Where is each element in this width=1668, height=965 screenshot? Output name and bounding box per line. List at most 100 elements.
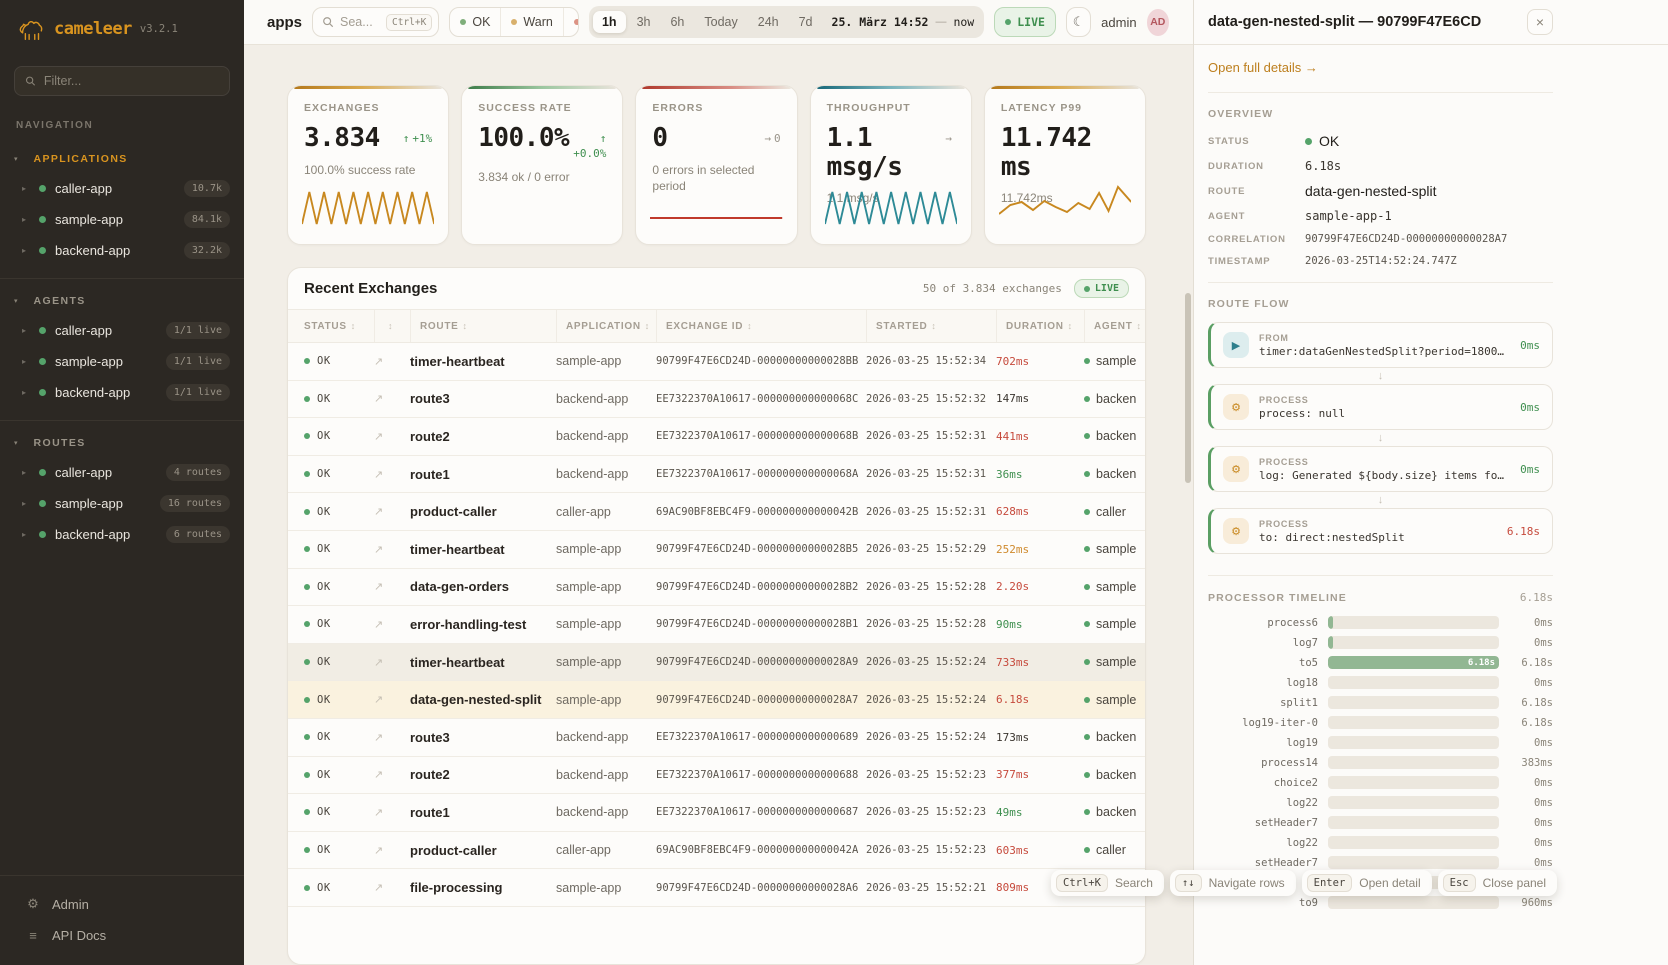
sidebar-filter[interactable] bbox=[14, 66, 230, 96]
open-detail-icon[interactable]: ↗ bbox=[374, 882, 384, 895]
time-range-tab[interactable]: 3h bbox=[636, 15, 651, 29]
processor-duration: 960ms bbox=[1521, 896, 1553, 909]
route-flow-step[interactable]: ⚙ PROCESS log: Generated ${body.size} it… bbox=[1208, 446, 1553, 492]
open-detail-icon[interactable]: ↗ bbox=[374, 769, 384, 782]
dark-mode-toggle[interactable]: ☾ bbox=[1065, 7, 1092, 37]
column-header[interactable]: ↕ bbox=[374, 310, 410, 342]
open-detail-icon[interactable]: ↗ bbox=[374, 694, 384, 707]
exchange-row[interactable]: OK ↗ route2 backend-app EE7322370A10617-… bbox=[288, 757, 1145, 795]
status-filter[interactable]: E bbox=[562, 8, 578, 36]
exchange-row[interactable]: OK ↗ data-gen-orders sample-app 90799F47… bbox=[288, 569, 1145, 607]
exchange-row[interactable]: OK ↗ file-processing sample-app 90799F47… bbox=[288, 869, 1145, 907]
exchange-row[interactable]: OK ↗ route2 backend-app EE7322370A10617-… bbox=[288, 418, 1145, 456]
column-header[interactable]: AGENT ↕ bbox=[1084, 310, 1145, 342]
section-header-agents[interactable]: ▾ AGENTS bbox=[14, 295, 86, 307]
scrollbar-thumb[interactable] bbox=[1185, 293, 1191, 483]
route-flow-step[interactable]: ⚙ PROCESS process: null 0ms bbox=[1208, 384, 1553, 430]
started-cell: 2026-03-25 15:52:23 bbox=[866, 844, 987, 857]
exchange-row[interactable]: OK ↗ data-gen-nested-split sample-app 90… bbox=[288, 681, 1145, 719]
sidebar-item-route[interactable]: ▸ backend-app 6 routes bbox=[0, 519, 244, 550]
exchange-row[interactable]: OK ↗ product-caller caller-app 69AC90BF8… bbox=[288, 493, 1145, 531]
timeline-row[interactable]: log19 0ms bbox=[1208, 736, 1553, 749]
open-detail-icon[interactable]: ↗ bbox=[374, 355, 384, 368]
timeline-row[interactable]: process6 0ms bbox=[1208, 616, 1553, 629]
shortcut-pill: ↑↓ Navigate rows bbox=[1169, 870, 1296, 896]
kpi-card: LATENCY P99 11.742 ms 11.742ms bbox=[983, 85, 1147, 245]
sidebar-item-route[interactable]: ▸ caller-app 4 routes bbox=[0, 457, 244, 488]
sidebar-item-agent[interactable]: ▸ caller-app 1/1 live bbox=[0, 315, 244, 346]
timeline-row[interactable]: log19-iter-0 6.18s bbox=[1208, 716, 1553, 729]
timeline-row[interactable]: split1 6.18s bbox=[1208, 696, 1553, 709]
exchange-row[interactable]: OK ↗ product-caller caller-app 69AC90BF8… bbox=[288, 832, 1145, 870]
exchange-row[interactable]: OK ↗ timer-heartbeat sample-app 90799F47… bbox=[288, 343, 1145, 381]
sidebar-item-agent[interactable]: ▸ backend-app 1/1 live bbox=[0, 377, 244, 408]
time-range-tab[interactable]: 24h bbox=[757, 15, 779, 29]
sparkline bbox=[998, 185, 1132, 215]
time-range-tab[interactable]: 1h bbox=[592, 11, 626, 33]
section-header-routes[interactable]: ▾ ROUTES bbox=[14, 437, 86, 449]
column-header[interactable]: STARTED ↕ bbox=[866, 310, 996, 342]
open-detail-icon[interactable]: ↗ bbox=[374, 844, 384, 857]
column-header[interactable]: APPLICATION ↕ bbox=[556, 310, 656, 342]
open-detail-icon[interactable]: ↗ bbox=[374, 506, 384, 519]
status-filter[interactable]: OK bbox=[450, 8, 500, 36]
exchange-row[interactable]: OK ↗ route1 backend-app EE7322370A10617-… bbox=[288, 456, 1145, 494]
chevron-right-icon: ▸ bbox=[22, 246, 27, 255]
time-range-tab[interactable]: 6h bbox=[670, 15, 685, 29]
close-icon[interactable]: × bbox=[1527, 9, 1553, 35]
scrollbar[interactable] bbox=[1185, 48, 1191, 965]
exchange-row[interactable]: OK ↗ timer-heartbeat sample-app 90799F47… bbox=[288, 643, 1145, 682]
column-header[interactable]: ROUTE ↕ bbox=[410, 310, 556, 342]
open-detail-icon[interactable]: ↗ bbox=[374, 468, 384, 481]
open-detail-icon[interactable]: ↗ bbox=[374, 731, 384, 744]
live-badge[interactable]: LIVE bbox=[994, 7, 1056, 37]
exchange-row[interactable]: OK ↗ route3 backend-app EE7322370A10617-… bbox=[288, 719, 1145, 757]
status-dot bbox=[1084, 621, 1090, 628]
avatar[interactable]: AD bbox=[1146, 8, 1169, 36]
open-detail-icon[interactable]: ↗ bbox=[374, 581, 384, 594]
timeline-row[interactable]: setHeader7 0ms bbox=[1208, 856, 1553, 869]
search-box[interactable]: Ctrl+K bbox=[312, 7, 440, 37]
filter-input[interactable] bbox=[43, 74, 219, 88]
timeline-row[interactable]: to9 960ms bbox=[1208, 896, 1553, 909]
exchange-row[interactable]: OK ↗ timer-heartbeat sample-app 90799F47… bbox=[288, 531, 1145, 569]
timeline-row[interactable]: log22 0ms bbox=[1208, 836, 1553, 849]
route-flow-step[interactable]: ▶ FROM timer:dataGenNestedSplit?period=1… bbox=[1208, 322, 1553, 368]
timeline-row[interactable]: log7 0ms bbox=[1208, 636, 1553, 649]
open-detail-icon[interactable]: ↗ bbox=[374, 656, 384, 669]
column-header[interactable]: DURATION ↕ bbox=[996, 310, 1084, 342]
section-header-applications[interactable]: ▾ APPLICATIONS bbox=[14, 153, 128, 165]
timeline-row[interactable]: process14 383ms bbox=[1208, 756, 1553, 769]
status-filter[interactable]: Warn bbox=[500, 8, 562, 36]
timeline-row[interactable]: to5 6.18s 6.18s bbox=[1208, 656, 1553, 669]
time-range-tab[interactable]: Today bbox=[704, 15, 738, 29]
sidebar-item-admin[interactable]: ⚙ Admin bbox=[0, 888, 244, 920]
column-header[interactable]: EXCHANGE ID ↕ bbox=[656, 310, 866, 342]
started-cell: 2026-03-25 15:52:23 bbox=[866, 806, 987, 819]
sidebar-item-application[interactable]: ▸ caller-app 10.7k bbox=[0, 173, 244, 204]
sidebar-item-agent[interactable]: ▸ sample-app 1/1 live bbox=[0, 346, 244, 377]
exchange-row[interactable]: OK ↗ route1 backend-app EE7322370A10617-… bbox=[288, 794, 1145, 832]
timeline-row[interactable]: log18 0ms bbox=[1208, 676, 1553, 689]
date-range-display[interactable]: 25. März 14:52 — now bbox=[832, 15, 975, 29]
exchange-row[interactable]: OK ↗ route3 backend-app EE7322370A10617-… bbox=[288, 381, 1145, 419]
exchange-row[interactable]: OK ↗ error-handling-test sample-app 9079… bbox=[288, 606, 1145, 644]
sidebar-item-application[interactable]: ▸ backend-app 32.2k bbox=[0, 235, 244, 266]
route-flow-step[interactable]: ⚙ PROCESS to: direct:nestedSplit 6.18s bbox=[1208, 508, 1553, 554]
sidebar-item-api-docs[interactable]: ≡ API Docs bbox=[0, 920, 244, 951]
open-detail-icon[interactable]: ↗ bbox=[374, 806, 384, 819]
open-detail-icon[interactable]: ↗ bbox=[374, 393, 384, 406]
sidebar-item-application[interactable]: ▸ sample-app 84.1k bbox=[0, 204, 244, 235]
open-detail-icon[interactable]: ↗ bbox=[374, 618, 384, 631]
time-range-tab[interactable]: 7d bbox=[798, 15, 813, 29]
open-full-details-link[interactable]: Open full details → bbox=[1208, 60, 1318, 75]
sidebar-item-route[interactable]: ▸ sample-app 16 routes bbox=[0, 488, 244, 519]
column-header[interactable]: STATUS ↕ bbox=[304, 320, 356, 332]
timeline-row[interactable]: choice2 0ms bbox=[1208, 776, 1553, 789]
open-detail-icon[interactable]: ↗ bbox=[374, 430, 384, 443]
timeline-row[interactable]: log22 0ms bbox=[1208, 796, 1553, 809]
exchange-id-cell: EE7322370A10617-000000000000068A bbox=[656, 468, 859, 481]
timeline-row[interactable]: setHeader7 0ms bbox=[1208, 816, 1553, 829]
search-input[interactable] bbox=[340, 15, 381, 29]
open-detail-icon[interactable]: ↗ bbox=[374, 543, 384, 556]
